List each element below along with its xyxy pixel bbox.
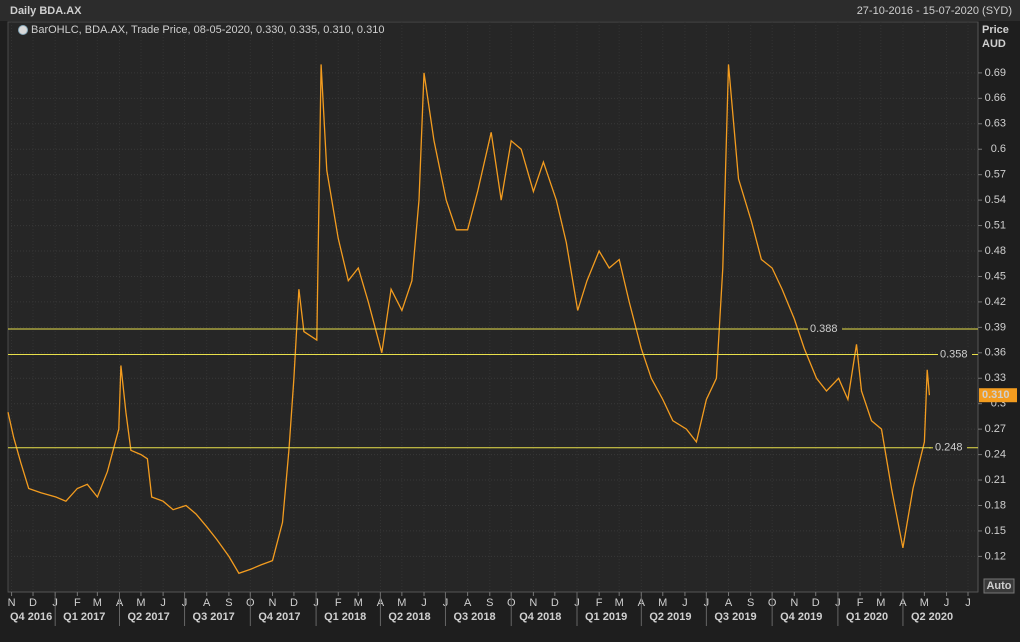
y-tick-label: 0.15 xyxy=(985,525,1006,537)
y-tick-label: 0.27 xyxy=(985,423,1006,435)
quarter-label: Q1 2020 xyxy=(846,611,888,623)
x-tick-label: M xyxy=(876,597,885,609)
level-label-bg xyxy=(806,323,842,336)
y-tick-label: 0.69 xyxy=(985,67,1006,79)
x-tick-label: N xyxy=(8,597,16,609)
quarter-label: Q4 2019 xyxy=(780,611,822,623)
x-tick-label: D xyxy=(551,597,559,609)
y-tick-label: 0.6 xyxy=(991,143,1006,155)
x-tick-label: J xyxy=(421,597,427,609)
x-tick-label: J xyxy=(944,597,950,609)
x-tick-label: M xyxy=(136,597,145,609)
x-tick-label: F xyxy=(857,597,864,609)
quarter-label: Q1 2018 xyxy=(324,611,366,623)
chart-title: Daily BDA.AX xyxy=(10,5,82,17)
legend-label: BarOHLC, BDA.AX, Trade Price, 08-05-2020… xyxy=(31,24,384,36)
x-tick-label: M xyxy=(93,597,102,609)
y-tick-label: 0.48 xyxy=(985,245,1006,257)
y-tick-label: 0.12 xyxy=(985,550,1006,562)
y-tick-label: 0.51 xyxy=(985,219,1006,231)
auto-button-box[interactable] xyxy=(983,578,1015,594)
legend-icon xyxy=(18,25,28,35)
x-tick-label: S xyxy=(225,597,232,609)
y-tick-label: 0.45 xyxy=(985,270,1006,282)
quarter-label: Q3 2018 xyxy=(453,611,495,623)
x-tick-label: S xyxy=(486,597,493,609)
y-tick-label: 0.33 xyxy=(985,372,1006,384)
price-line xyxy=(7,64,931,575)
x-tick-label: N xyxy=(790,597,798,609)
quarter-label: Q1 2019 xyxy=(585,611,627,623)
level-label: 0.388 xyxy=(810,323,838,335)
quarter-label: Q3 2019 xyxy=(714,611,756,623)
date-range: 27-10-2016 - 15-07-2020 (SYD) xyxy=(857,5,1012,17)
x-tick-label: D xyxy=(290,597,298,609)
quarter-label: Q2 2019 xyxy=(649,611,691,623)
y-tick-label: 0.63 xyxy=(985,118,1006,130)
y-tick-label: 0.54 xyxy=(985,194,1006,206)
plot-area xyxy=(7,21,979,593)
y-tick-label: 0.57 xyxy=(985,169,1006,181)
level-label: 0.358 xyxy=(940,348,968,360)
x-tick-label: M xyxy=(354,597,363,609)
auto-button-label[interactable]: Auto xyxy=(986,580,1011,592)
quarter-label: Q4 2018 xyxy=(519,611,561,623)
quarter-label: Q4 2016 xyxy=(10,611,52,623)
y-axis-unit: AUD xyxy=(982,38,1006,50)
level-label-bg xyxy=(931,441,967,454)
x-tick-label: M xyxy=(397,597,406,609)
x-tick-label: A xyxy=(203,597,211,609)
quarter-label: Q1 2017 xyxy=(63,611,105,623)
x-tick-label: A xyxy=(725,597,733,609)
quarter-label: Q3 2017 xyxy=(193,611,235,623)
quarter-label: Q4 2017 xyxy=(258,611,300,623)
x-tick-label: M xyxy=(615,597,624,609)
header-bar xyxy=(0,0,1020,21)
y-tick-label: 0.39 xyxy=(985,321,1006,333)
quarter-label: Q2 2017 xyxy=(128,611,170,623)
level-label-bg xyxy=(936,348,972,361)
y-axis-label: Price xyxy=(982,24,1009,36)
last-price-box xyxy=(979,388,1017,403)
x-tick-label: S xyxy=(747,597,754,609)
x-tick-label: J xyxy=(160,597,166,609)
y-tick-label: 0.24 xyxy=(985,448,1006,460)
x-tick-label: J xyxy=(682,597,688,609)
x-tick-label: D xyxy=(29,597,37,609)
x-tick-label: J xyxy=(965,597,971,609)
x-tick-label: F xyxy=(335,597,342,609)
x-tick-label: A xyxy=(464,597,472,609)
x-tick-label: D xyxy=(812,597,820,609)
y-tick-label: 0.66 xyxy=(985,92,1006,104)
last-price-label: 0.310 xyxy=(982,389,1010,401)
x-tick-label: N xyxy=(269,597,277,609)
quarter-label: Q2 2020 xyxy=(911,611,953,623)
auto-button[interactable]: Auto xyxy=(983,578,1015,594)
y-tick-label: 0.21 xyxy=(985,474,1006,486)
y-tick-label: 0.18 xyxy=(985,499,1006,511)
level-label: 0.248 xyxy=(935,442,963,454)
quarter-label: Q2 2018 xyxy=(388,611,430,623)
x-tick-label: N xyxy=(529,597,537,609)
x-tick-label: M xyxy=(920,597,929,609)
x-tick-label: F xyxy=(596,597,603,609)
x-tick-label: F xyxy=(74,597,81,609)
y-tick-label: 0.42 xyxy=(985,296,1006,308)
x-tick-label: M xyxy=(658,597,667,609)
y-tick-label: 0.36 xyxy=(985,347,1006,359)
